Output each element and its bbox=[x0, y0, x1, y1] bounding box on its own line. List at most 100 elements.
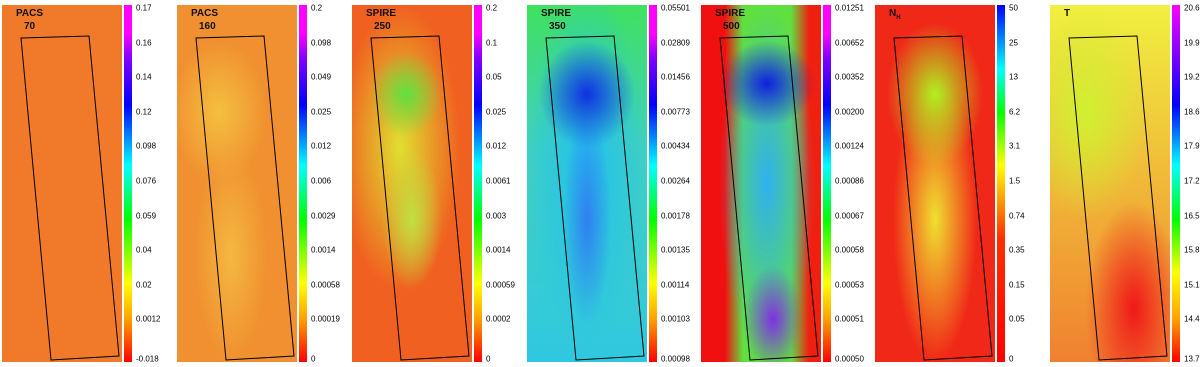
colorbar-tick-label: 0.0012 bbox=[136, 314, 161, 324]
footprint-outline bbox=[20, 35, 120, 361]
colorbar-tick-label: -0.018 bbox=[136, 354, 159, 364]
colorbar-tick-label: 14.4 bbox=[1184, 314, 1200, 324]
colorbar-tick-label: 0.12 bbox=[136, 107, 152, 117]
footprint bbox=[545, 35, 645, 361]
panel: SPIRE 350 0.05501 0.02809 0.01456 0.00773 0.00… bbox=[527, 0, 699, 367]
panel: T 20.6 19.9 19.2 18.6 17.9 17.2 16.5 15.8 15.1 14.… bbox=[1050, 0, 1200, 367]
panel-label: SPIRE 500 bbox=[715, 7, 745, 33]
colorbar-tick-label: 0.00053 bbox=[835, 280, 864, 290]
colorbar-tick-label: 0.076 bbox=[136, 176, 157, 186]
footprint-outline bbox=[1068, 35, 1168, 361]
colorbar-tick-label: 0.2 bbox=[486, 3, 498, 13]
colorbar-tick-label: 16.5 bbox=[1184, 211, 1200, 221]
footprint bbox=[1068, 35, 1168, 361]
colorbar-tick-label: 6.2 bbox=[1009, 107, 1021, 117]
colorbar bbox=[474, 5, 482, 362]
map-image bbox=[701, 5, 821, 362]
footprint-outline bbox=[195, 35, 295, 361]
colorbar-tick-label: 0.05501 bbox=[661, 3, 690, 13]
colorbar-tick-label: 13 bbox=[1009, 72, 1018, 82]
colorbar-tick-label: 0.02 bbox=[136, 280, 152, 290]
colorbar-tick-label: 0.00114 bbox=[661, 280, 690, 290]
colorbar-tick-label: 0.0061 bbox=[486, 176, 511, 186]
colorbar-tick-label: 0.00434 bbox=[661, 141, 690, 151]
label-line: 250 bbox=[374, 21, 391, 32]
colorbar-tick-label: 3.1 bbox=[1009, 141, 1021, 151]
label-line: 160 bbox=[199, 21, 216, 32]
colorbar-tick-label: 0.0014 bbox=[486, 245, 511, 255]
colorbar-tick-label: 0.0002 bbox=[486, 314, 511, 324]
footprint bbox=[893, 35, 993, 361]
colorbar-tick-label: 17.9 bbox=[1184, 141, 1200, 151]
map-image bbox=[177, 5, 297, 362]
colorbar-tick-label: 0.05 bbox=[1009, 314, 1025, 324]
label-line: PACS bbox=[191, 8, 219, 19]
colorbar-tick-label: 1.5 bbox=[1009, 176, 1021, 186]
map-image bbox=[2, 5, 122, 362]
colorbar-tick-label: 0 bbox=[486, 354, 491, 364]
colorbar bbox=[649, 5, 657, 362]
map-image bbox=[875, 5, 995, 362]
label-line: N bbox=[889, 8, 897, 19]
colorbar-tick-label: 0.00058 bbox=[835, 245, 864, 255]
colorbar-tick-label: 19.2 bbox=[1184, 72, 1200, 82]
colorbar-tick-label: 0 bbox=[1009, 354, 1014, 364]
label-line: SPIRE bbox=[366, 8, 397, 19]
map-image bbox=[1050, 5, 1170, 362]
colorbar-tick-label: 0.003 bbox=[486, 211, 507, 221]
colorbar-tick-label: 0.1 bbox=[486, 38, 498, 48]
colorbar-tick-label: 0.00098 bbox=[661, 354, 690, 364]
colorbar-tick-label: 0.049 bbox=[311, 72, 332, 82]
colorbar-tick-label: 0.098 bbox=[136, 141, 157, 151]
panel-label: SPIRE 350 bbox=[541, 7, 571, 33]
panel-label: T bbox=[1064, 7, 1070, 20]
footprint-outline bbox=[370, 35, 470, 361]
label-line: SPIRE bbox=[541, 8, 572, 19]
colorbar-tick-label: 0.05 bbox=[486, 72, 502, 82]
colorbar-tick-label: 17.2 bbox=[1184, 176, 1200, 186]
colorbar-tick-label: 0.01456 bbox=[661, 72, 690, 82]
footprint bbox=[370, 35, 470, 361]
colorbar-tick-label: 0.012 bbox=[311, 141, 332, 151]
colorbar-tick-label: 20.6 bbox=[1184, 3, 1200, 13]
colorbar-tick-label: 0.74 bbox=[1009, 211, 1025, 221]
colorbar-tick-label: 0.025 bbox=[311, 107, 332, 117]
colorbar-tick-label: 15.1 bbox=[1184, 280, 1200, 290]
colorbar-tick-label: 0.00051 bbox=[835, 314, 864, 324]
colorbar-tick-label: 0.0014 bbox=[311, 245, 336, 255]
colorbar-tick-label: 0.00103 bbox=[661, 314, 690, 324]
colorbar-tick-label: 13.7 bbox=[1184, 354, 1200, 364]
colorbar-tick-label: 0.00178 bbox=[661, 211, 690, 221]
footprint bbox=[20, 35, 120, 361]
colorbar-tick-label: 0.14 bbox=[136, 72, 152, 82]
colorbar bbox=[997, 5, 1005, 362]
colorbar-tick-label: 0.00200 bbox=[835, 107, 864, 117]
label-line: 70 bbox=[24, 21, 36, 32]
footprint bbox=[719, 35, 819, 361]
map-image bbox=[527, 5, 647, 362]
colorbar-tick-label: 18.6 bbox=[1184, 107, 1200, 117]
colorbar-tick-label: 0.2 bbox=[311, 3, 323, 13]
colorbar-tick-label: 0.00773 bbox=[661, 107, 690, 117]
label-subscript: H bbox=[896, 15, 901, 21]
colorbar bbox=[299, 5, 307, 362]
colorbar-tick-label: 0.098 bbox=[311, 38, 332, 48]
colorbar-tick-label: 0.006 bbox=[311, 176, 332, 186]
colorbar bbox=[124, 5, 132, 362]
label-line: 500 bbox=[723, 21, 740, 32]
colorbar bbox=[1172, 5, 1180, 362]
colorbar-tick-label: 0.01251 bbox=[835, 3, 864, 13]
colorbar-tick-label: 0.35 bbox=[1009, 245, 1025, 255]
colorbar-tick-label: 19.9 bbox=[1184, 38, 1200, 48]
colorbar-tick-label: 0.16 bbox=[136, 38, 152, 48]
colorbar-tick-label: 0.00124 bbox=[835, 141, 864, 151]
footprint-outline bbox=[545, 35, 645, 361]
colorbar-tick-label: 50 bbox=[1009, 3, 1018, 13]
colorbar-tick-label: 0.00352 bbox=[835, 72, 864, 82]
panel-label: NH bbox=[889, 7, 901, 25]
colorbar-tick-label: 0.059 bbox=[136, 211, 157, 221]
colorbar-tick-label: 0.00264 bbox=[661, 176, 690, 186]
colorbar-tick-label: 0.00050 bbox=[835, 354, 864, 364]
footprint bbox=[195, 35, 295, 361]
